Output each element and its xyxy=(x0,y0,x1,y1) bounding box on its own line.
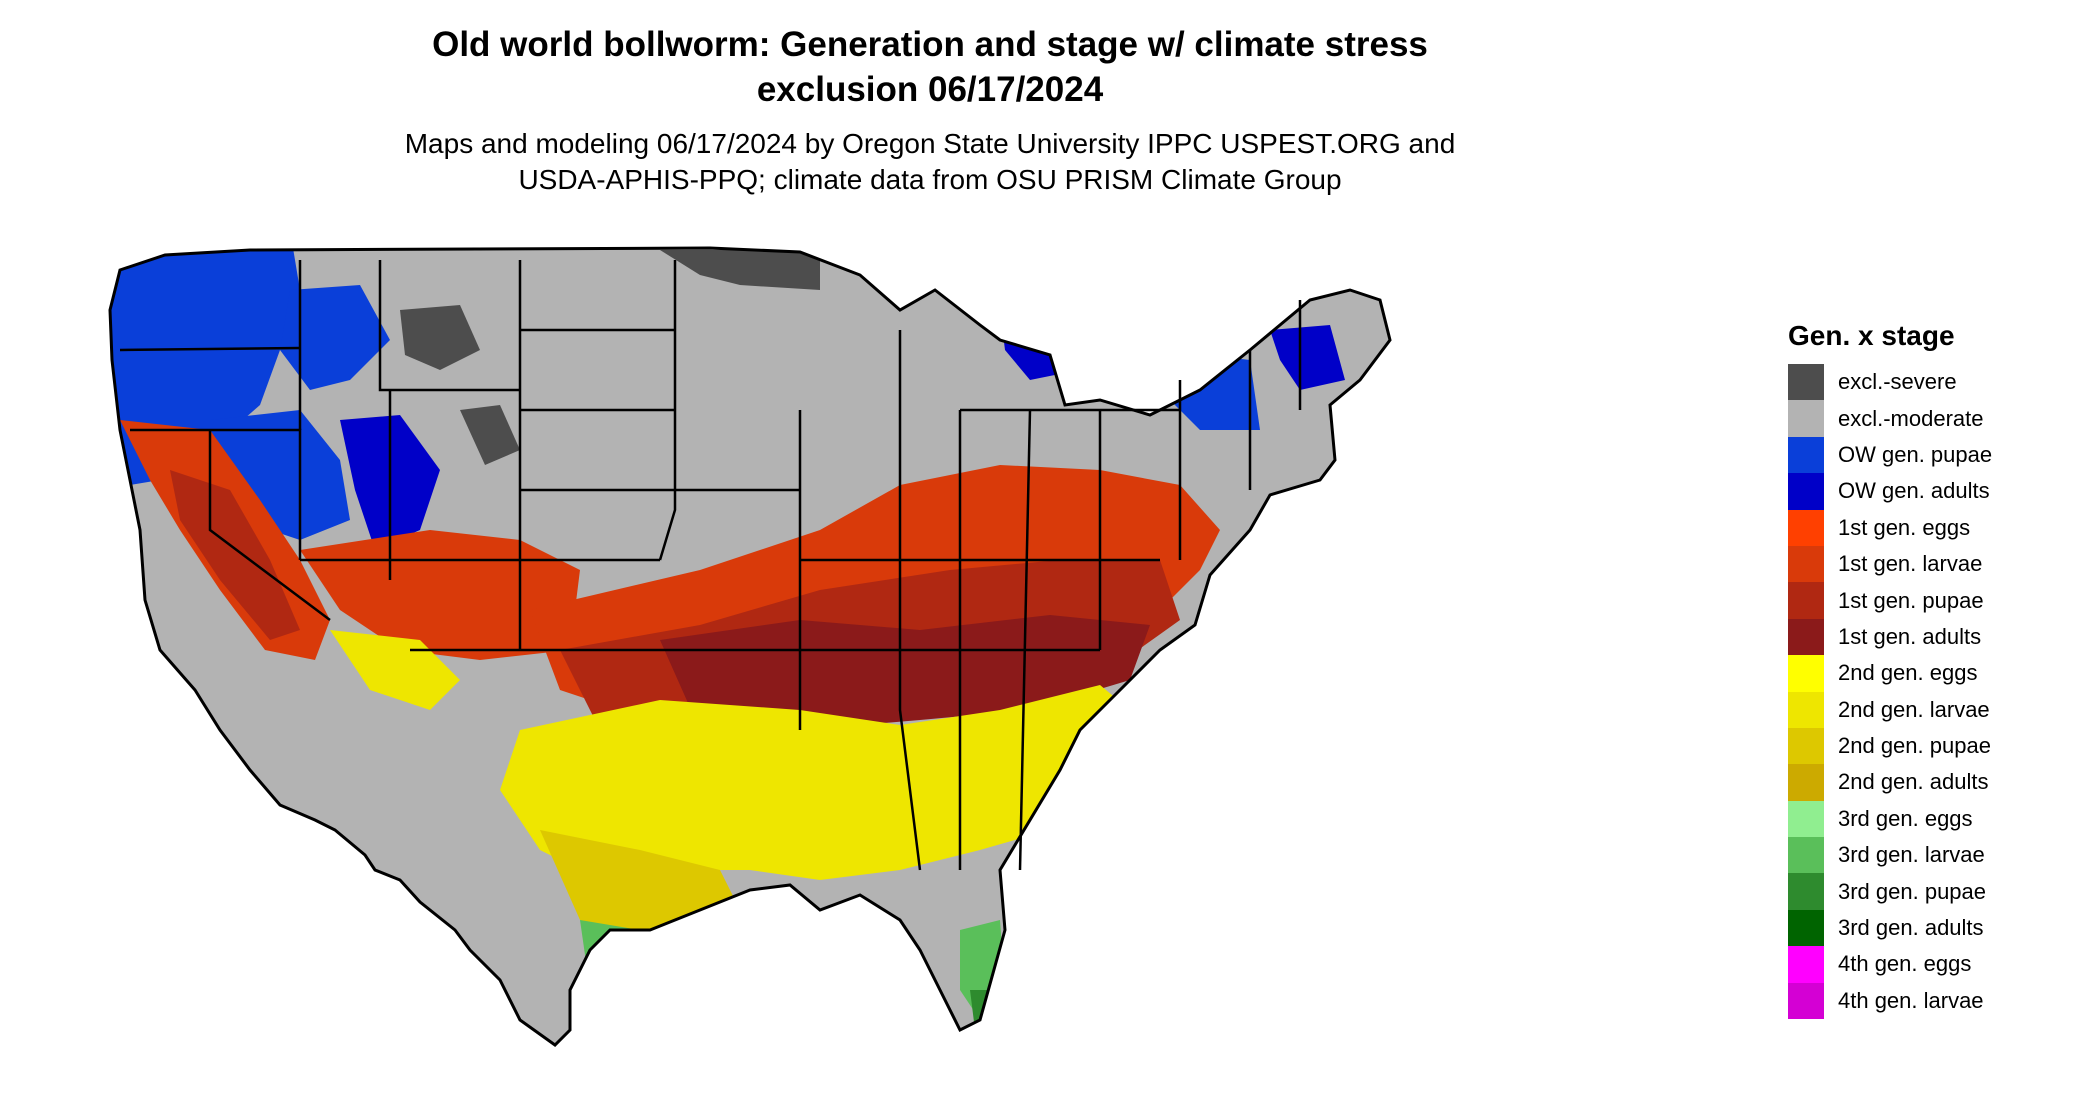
legend-item: OW gen. adults xyxy=(1788,473,2088,510)
legend-label: 2nd gen. pupae xyxy=(1838,733,1991,759)
legend-label: 4th gen. larvae xyxy=(1838,987,1984,1013)
legend-swatch xyxy=(1788,909,1824,947)
legend-swatch xyxy=(1788,691,1824,728)
legend-label: excl.-severe xyxy=(1838,369,1957,395)
map-subtitle-line-1: Maps and modeling 06/17/2024 by Oregon S… xyxy=(404,128,1456,159)
us-map xyxy=(108,246,1392,1047)
legend-item: 3rd gen. pupae xyxy=(1788,873,2088,910)
boundary-ca-nv xyxy=(208,430,331,621)
legend-label: 1st gen. adults xyxy=(1838,623,1982,649)
legend-swatch xyxy=(1788,400,1824,437)
legend-swatch xyxy=(1788,946,1824,983)
legend-item: 2nd gen. adults xyxy=(1788,764,2088,801)
legend-swatch xyxy=(1788,582,1824,619)
legend-item: 2nd gen. larvae xyxy=(1788,691,2088,728)
region-ow-adults-new-england xyxy=(1270,325,1345,390)
legend-item: 1st gen. larvae xyxy=(1788,545,2088,583)
us-outline xyxy=(108,246,1392,1047)
legend-label: excl.-moderate xyxy=(1838,405,1984,431)
legend-label: 1st gen. pupae xyxy=(1838,587,1984,613)
legend-items: excl.-severe excl.-moderate OW gen. pupa… xyxy=(1788,364,2088,1020)
region-2nd-larvae-gulf xyxy=(500,685,1130,880)
legend-item: 4th gen. larvae xyxy=(1788,982,2088,1020)
legend-item: 4th gen. eggs xyxy=(1788,946,2088,983)
legend-swatch xyxy=(1788,655,1824,692)
legend-swatch xyxy=(1788,473,1824,510)
region-excl-severe-north xyxy=(660,250,820,290)
legend-label: 1st gen. larvae xyxy=(1838,551,1983,577)
legend-label: 3rd gen. larvae xyxy=(1838,842,1985,868)
legend: Gen. x stage excl.-severe excl.-moderate… xyxy=(1788,320,2088,1020)
legend-swatch xyxy=(1788,800,1824,838)
legend-item: 1st gen. adults xyxy=(1788,618,2088,656)
legend-item: 3rd gen. eggs xyxy=(1788,800,2088,838)
legend-label: 3rd gen. eggs xyxy=(1838,805,1973,831)
region-1st-adults-south xyxy=(660,615,1150,730)
region-excl-severe-west xyxy=(400,305,480,370)
map-title-line-1: Old world bollworm: Generation and stage… xyxy=(432,25,1428,64)
legend-item: 2nd gen. pupae xyxy=(1788,727,2088,765)
boundary-wa-or xyxy=(119,346,301,352)
legend-swatch xyxy=(1788,436,1824,474)
legend-item: OW gen. pupae xyxy=(1788,436,2088,474)
legend-item: excl.-moderate xyxy=(1788,400,2088,437)
legend-label: 4th gen. eggs xyxy=(1838,951,1972,977)
legend-swatch xyxy=(1788,873,1824,910)
legend-item: 3rd gen. adults xyxy=(1788,909,2088,947)
region-excl-severe-rockies xyxy=(460,405,520,465)
map-title-line-2: exclusion 06/17/2024 xyxy=(756,70,1104,109)
legend-item: 1st gen. pupae xyxy=(1788,582,2088,619)
legend-label: 1st gen. eggs xyxy=(1838,514,1971,540)
legend-label: OW gen. adults xyxy=(1838,478,1990,504)
region-1st-pupae-central-valley xyxy=(170,470,300,640)
legend-label: 2nd gen. adults xyxy=(1838,769,1989,795)
boundary-mississippi-river xyxy=(898,330,922,871)
region-3rd-pupae-texas xyxy=(600,990,650,1045)
state-boundaries xyxy=(119,260,1302,871)
legend-swatch xyxy=(1788,727,1824,765)
region-ow-pupae-idaho xyxy=(280,285,390,390)
legend-item: 1st gen. eggs xyxy=(1788,509,2088,546)
legend-swatch xyxy=(1788,509,1824,546)
legend-item: 3rd gen. larvae xyxy=(1788,837,2088,874)
legend-item: excl.-severe xyxy=(1788,364,2088,401)
legend-swatch xyxy=(1788,364,1824,401)
legend-swatch xyxy=(1788,764,1824,801)
boundary-mn-west xyxy=(658,260,677,561)
legend-label: 3rd gen. pupae xyxy=(1838,878,1987,904)
stage-regions xyxy=(110,248,1390,1045)
legend-label: 2nd gen. larvae xyxy=(1838,696,1990,722)
map-subtitle-line-2: USDA-APHIS-PPQ; climate data from OSU PR… xyxy=(518,164,1342,195)
legend-swatch xyxy=(1788,982,1824,1020)
legend-label: 2nd gen. eggs xyxy=(1838,660,1978,686)
legend-swatch xyxy=(1788,618,1824,656)
legend-label: OW gen. pupae xyxy=(1838,441,1993,467)
legend-swatch xyxy=(1788,545,1824,583)
legend-title: Gen. x stage xyxy=(1788,320,1955,351)
legend-label: 3rd gen. adults xyxy=(1838,915,1984,941)
boundary-mt-wy xyxy=(378,260,520,392)
legend-swatch xyxy=(1788,837,1824,874)
boundary-al-ga xyxy=(1018,409,1032,871)
region-1st-larvae-southwest xyxy=(300,530,580,660)
map-title: Old world bollworm: Generation and stage… xyxy=(0,22,1860,112)
legend-item: 2nd gen. eggs xyxy=(1788,655,2088,692)
region-3rd-larvae-texas xyxy=(580,920,680,1030)
map-subtitle: Maps and modeling 06/17/2024 by Oregon S… xyxy=(0,126,1860,198)
